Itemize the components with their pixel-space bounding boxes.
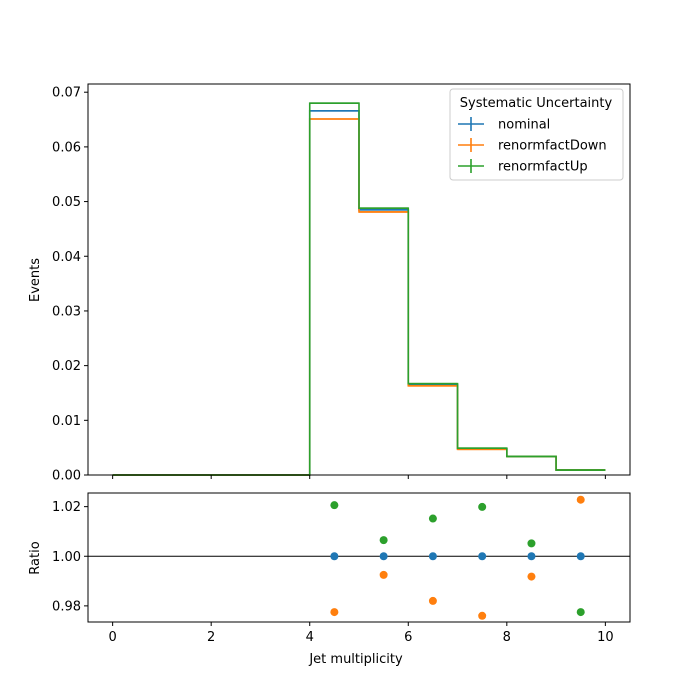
legend: Systematic Uncertainty nominal renormfact…: [449, 88, 624, 181]
ratio-point-nominal: [428, 552, 437, 561]
ratio-x-tick-label: 4: [306, 630, 314, 645]
ratio-point-renormfactUp: [527, 539, 536, 548]
legend-frame: [449, 88, 624, 181]
ratio-plot-area: [88, 495, 630, 620]
ratio-point-renormfactUp: [379, 536, 388, 545]
ratio-point-renormfactDown: [379, 570, 388, 579]
ratio-point-renormfactDown: [428, 596, 437, 605]
ratio-y-axis: 0.98 1.00 1.02: [52, 500, 88, 614]
ratio-point-nominal: [576, 552, 585, 561]
ratio-point-nominal: [330, 552, 339, 561]
main-y-tick-label: 0.02: [52, 359, 81, 374]
ratio-x-tick-label: 0: [108, 630, 116, 645]
ratio-panel: 0.98 1.00 1.02 0 2 4 6 8 10 Ratio Jet multiplic…: [28, 492, 631, 667]
main-histogram-panel: 0.000.010.020.030.040.050.060.07 Events …: [28, 83, 631, 484]
ratio-point-renormfactUp: [478, 502, 487, 511]
ratio-axes-frame: [87, 492, 631, 623]
ratio-point-renormfactUp: [576, 608, 585, 617]
legend-entry-renormfactUp: renormfactUp: [458, 159, 588, 175]
legend-entries: nominal renormfactDown renormfactUp: [458, 117, 607, 175]
ratio-point-nominal: [527, 552, 536, 561]
main-y-tick-label: 0.05: [52, 195, 81, 210]
main-y-axis-label: Events: [28, 258, 43, 302]
legend-label: nominal: [498, 118, 550, 133]
main-y-tick-label: 0.06: [52, 140, 81, 155]
main-y-tick-label: 0.01: [52, 414, 81, 429]
ratio-point-nominal: [379, 552, 388, 561]
ratio-point-renormfactDown: [478, 611, 487, 620]
ratio-point-renormfactDown: [330, 608, 339, 617]
ratio-series-nominal: [330, 552, 585, 561]
ratio-series-renormfactUp: [330, 501, 585, 617]
legend-title: Systematic Uncertainty: [460, 96, 613, 111]
ratio-point-renormfactUp: [330, 501, 339, 510]
ratio-point-renormfactDown: [527, 572, 536, 581]
legend-entry-renormfactDown: renormfactDown: [458, 138, 607, 154]
ratio-y-axis-label: Ratio: [28, 541, 43, 574]
ratio-x-tick-label: 10: [597, 630, 614, 645]
ratio-point-nominal: [478, 552, 487, 561]
ratio-point-renormfactUp: [428, 514, 437, 523]
legend-label: renormfactDown: [498, 139, 607, 154]
main-y-tick-label: 0.00: [52, 469, 81, 484]
main-y-tick-label: 0.03: [52, 304, 81, 319]
ratio-point-renormfactDown: [576, 495, 585, 504]
main-y-tick-label: 0.07: [52, 86, 81, 101]
legend-label: renormfactUp: [498, 160, 588, 175]
ratio-y-tick-label: 0.98: [52, 599, 81, 614]
ratio-series-renormfactDown: [330, 495, 585, 620]
main-x-axis: [112, 475, 606, 479]
ratio-x-tick-label: 6: [404, 630, 412, 645]
x-axis-label: Jet multiplicity: [308, 652, 403, 667]
main-axes-frame: [87, 83, 631, 476]
main-y-tick-label: 0.04: [52, 250, 81, 265]
legend-entry-nominal: nominal: [458, 117, 550, 133]
ratio-x-axis: 0 2 4 6 8 10: [108, 622, 614, 645]
main-y-axis: 0.00 0.01 0.02 0.03 0.04 0.05 0.06 0.07: [52, 86, 88, 484]
ratio-x-tick-label: 2: [207, 630, 215, 645]
ratio-y-tick-label: 1.00: [52, 550, 81, 565]
ratio-x-tick-label: 8: [503, 630, 511, 645]
ratio-y-tick-label: 1.02: [52, 500, 81, 515]
